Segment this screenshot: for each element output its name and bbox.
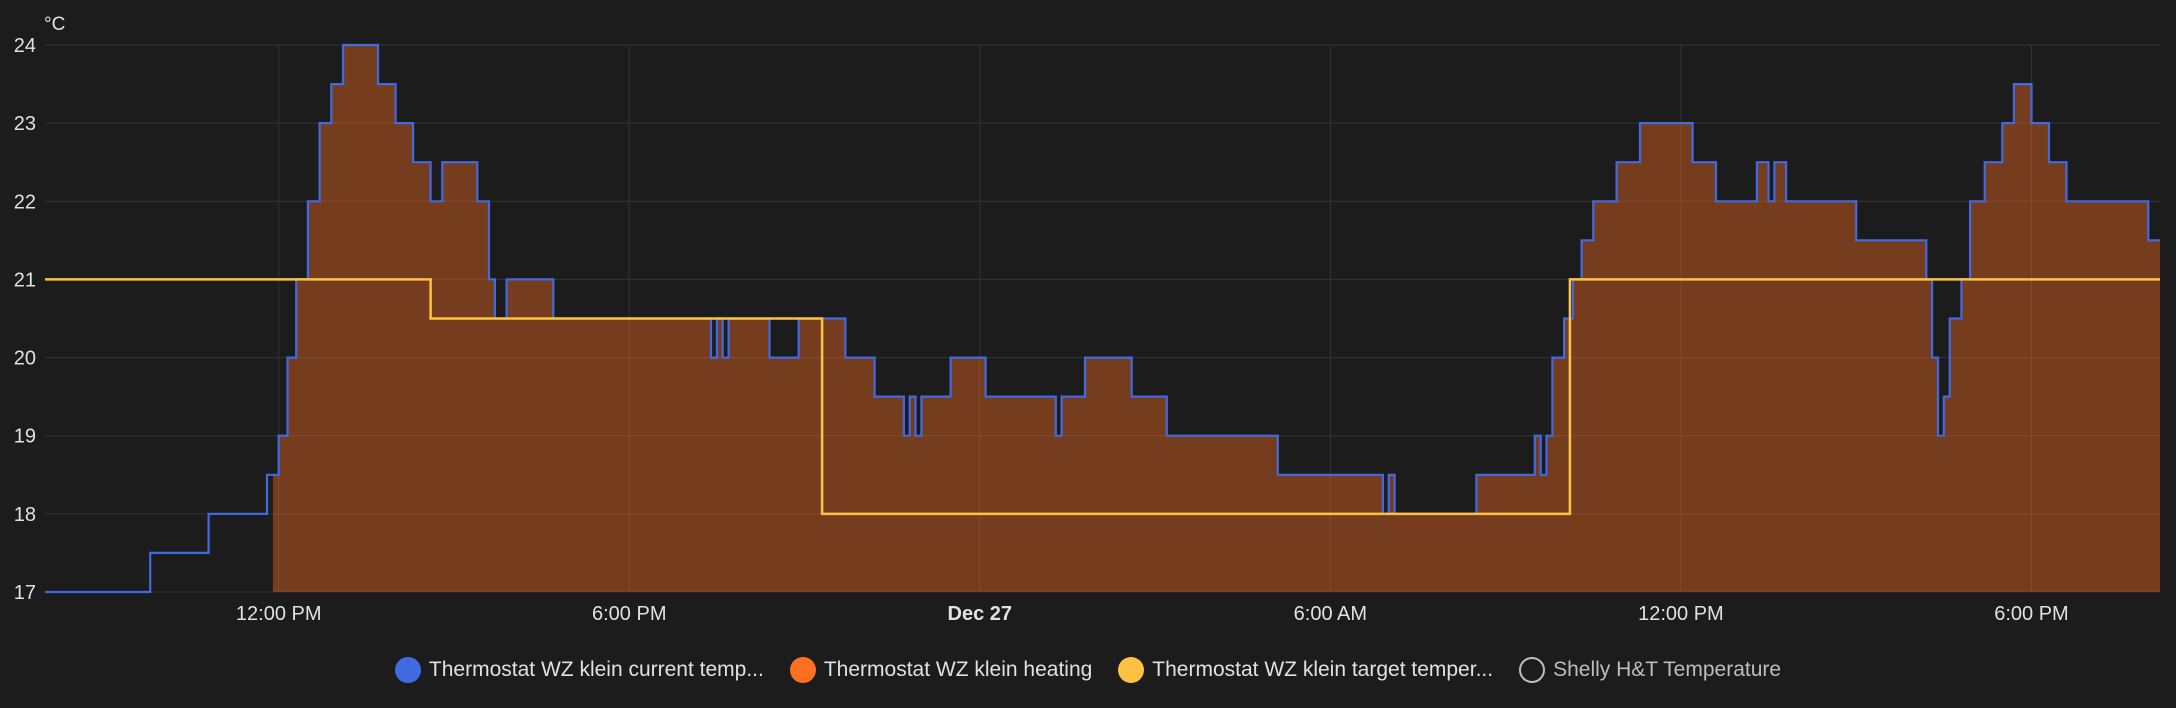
x-tick-label: 6:00 PM bbox=[1994, 603, 2068, 625]
grid-layer bbox=[45, 44, 2160, 593]
y-tick-label: 18 bbox=[14, 504, 36, 526]
target-temperature-color-dot-icon bbox=[1118, 657, 1145, 683]
heating-color-dot-icon bbox=[789, 657, 816, 683]
heating-area-segment bbox=[272, 45, 1477, 592]
legend-item-heating[interactable]: Thermostat WZ klein heating bbox=[789, 657, 1093, 683]
current-temperature-color-dot-icon bbox=[394, 657, 421, 683]
target-temperature-line bbox=[45, 278, 2160, 516]
x-tick-label: 12:00 PM bbox=[1638, 603, 1724, 625]
legend-label: Thermostat WZ klein heating bbox=[823, 658, 1093, 681]
x-tick-label: 12:00 PM bbox=[236, 603, 322, 625]
y-axis-unit-label: °C bbox=[44, 14, 65, 35]
y-tick-label: 21 bbox=[14, 269, 36, 291]
x-tick-label: Dec 27 bbox=[948, 603, 1013, 625]
heating-area-layer bbox=[272, 45, 2160, 592]
legend-label: Thermostat WZ klein target temper... bbox=[1152, 658, 1494, 681]
legend-label: Shelly H&T Temperature bbox=[1553, 658, 1782, 681]
y-tick-label: 20 bbox=[14, 348, 36, 370]
legend-item-current-temperature[interactable]: Thermostat WZ klein current temp... bbox=[394, 657, 764, 683]
x-tick-label: 6:00 AM bbox=[1294, 603, 1367, 625]
y-tick-label: 17 bbox=[14, 582, 36, 604]
series-lines-layer bbox=[45, 43, 2160, 594]
y-tick-label: 19 bbox=[14, 426, 36, 448]
legend-item-target-temperature[interactable]: Thermostat WZ klein target temper... bbox=[1118, 657, 1493, 683]
heating-area-segment bbox=[1476, 84, 2160, 592]
shelly-temperature-hollow-dot-icon bbox=[1519, 657, 1546, 683]
legend-item-shelly-temperature[interactable]: Shelly H&T Temperature bbox=[1519, 657, 1781, 683]
x-tick-label: 6:00 PM bbox=[592, 603, 666, 625]
axis-labels-layer: °C 17 18 19 20 21 22 23 24 12:00 PM 6:00 PM Dec 27… bbox=[14, 14, 2069, 625]
chart-canvas: °C 17 18 19 20 21 22 23 24 12:00 PM 6:00 PM Dec 27… bbox=[14, 14, 2160, 625]
y-tick-label: 24 bbox=[14, 35, 36, 57]
current-temperature-line bbox=[45, 43, 2160, 594]
y-tick-label: 23 bbox=[14, 113, 36, 135]
y-tick-label: 22 bbox=[14, 191, 36, 213]
chart-legend: Thermostat WZ klein current temp... Ther… bbox=[0, 650, 2176, 690]
legend-label: Thermostat WZ klein current temp... bbox=[428, 658, 764, 681]
